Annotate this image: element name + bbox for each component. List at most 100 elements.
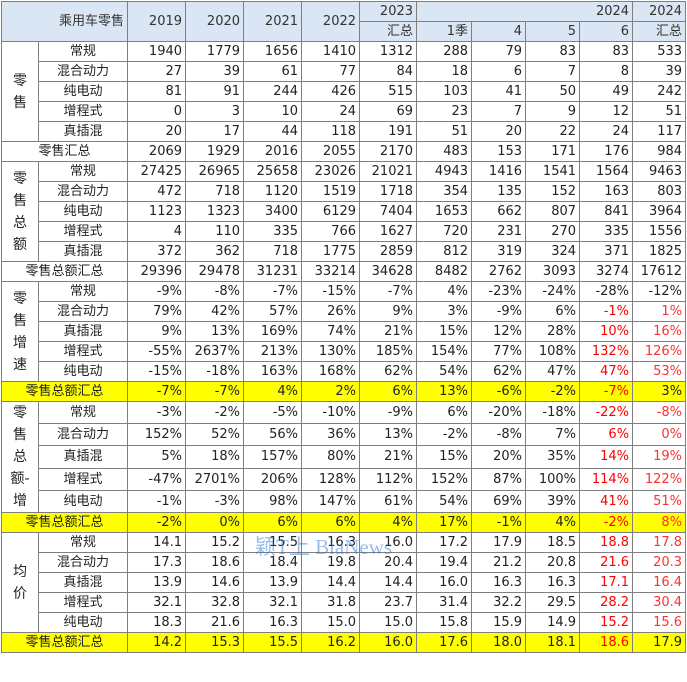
corner-header: 乘用车零售 bbox=[0, 1, 129, 42]
year-header: 2020 bbox=[185, 1, 245, 42]
data-cell: 87% bbox=[471, 467, 527, 491]
subtotal-cell: 16.2 bbox=[301, 632, 361, 653]
data-cell: 185% bbox=[359, 341, 418, 362]
data-cell: -20% bbox=[471, 400, 527, 425]
year-2024-sum-header: 2024 bbox=[632, 1, 687, 22]
data-cell: 372 bbox=[127, 241, 187, 262]
subtotal-cell: 15.3 bbox=[185, 632, 245, 653]
data-cell: 812 bbox=[416, 241, 473, 262]
table-row: 增程式 4 110 335 766 1627 720 231 270 335 1556 bbox=[2, 221, 687, 242]
subtotal-cell: 2% bbox=[301, 381, 361, 402]
subtotal-row: 零售总额汇总 -7% -7% 4% 2% 6% 13% -6% -2% -7% 3% bbox=[0, 381, 687, 402]
data-cell: 17.1 bbox=[579, 572, 634, 593]
row-label: 真插混 bbox=[37, 121, 129, 142]
data-cell: 15.0 bbox=[359, 612, 418, 633]
subtotal-cell: 16.0 bbox=[359, 632, 418, 653]
data-cell: 3964 bbox=[632, 201, 687, 222]
data-cell: 18.3 bbox=[127, 612, 187, 633]
data-cell: 15.2 bbox=[185, 532, 245, 553]
data-cell: 16% bbox=[632, 321, 687, 342]
data-cell: 27425 bbox=[127, 161, 187, 182]
data-cell: 132% bbox=[579, 341, 634, 362]
row-label: 纯电动 bbox=[37, 81, 129, 102]
group-label: 零售总额- 增 bbox=[1, 401, 39, 513]
data-cell: 122% bbox=[632, 467, 687, 491]
data-cell: 69 bbox=[359, 101, 418, 122]
row-label: 常规 bbox=[37, 532, 129, 553]
data-cell: 472 bbox=[127, 181, 187, 202]
subtotal-cell: 3093 bbox=[525, 261, 581, 282]
data-cell: 1718 bbox=[359, 181, 418, 202]
data-cell: 19% bbox=[632, 445, 687, 469]
row-label: 混合动力 bbox=[37, 181, 129, 202]
data-cell: 152 bbox=[525, 181, 581, 202]
data-cell: 1519 bbox=[301, 181, 361, 202]
data-cell: -9% bbox=[127, 281, 187, 302]
data-cell: 1779 bbox=[185, 41, 245, 62]
data-cell: 103 bbox=[416, 81, 473, 102]
subtotal-cell: 17% bbox=[416, 512, 473, 533]
data-cell: 20% bbox=[471, 445, 527, 469]
data-cell: 51% bbox=[632, 489, 687, 514]
data-cell: 14.1 bbox=[127, 532, 187, 553]
data-cell: 39 bbox=[185, 61, 245, 82]
data-cell: -55% bbox=[127, 341, 187, 362]
data-cell: 6% bbox=[416, 400, 473, 425]
data-cell: 114% bbox=[579, 467, 634, 491]
data-cell: 49 bbox=[579, 81, 634, 102]
data-cell: 6129 bbox=[301, 201, 361, 222]
data-cell: 30.4 bbox=[632, 592, 687, 613]
data-cell: 77 bbox=[301, 61, 361, 82]
data-cell: 163 bbox=[579, 181, 634, 202]
row-label: 增程式 bbox=[37, 221, 129, 242]
data-cell: 23026 bbox=[301, 161, 361, 182]
data-cell: 1564 bbox=[579, 161, 634, 182]
table-row: 真插混 20 17 44 118 191 51 20 22 24 117 bbox=[2, 121, 687, 142]
data-cell: 47% bbox=[525, 361, 581, 382]
data-cell: 23 bbox=[416, 101, 473, 122]
data-cell: -22% bbox=[579, 400, 634, 425]
data-cell: 15.9 bbox=[471, 612, 527, 633]
data-cell: 362 bbox=[185, 241, 245, 262]
data-cell: 1627 bbox=[359, 221, 418, 242]
data-cell: 1940 bbox=[127, 41, 187, 62]
data-cell: 231 bbox=[471, 221, 527, 242]
data-cell: 168% bbox=[301, 361, 361, 382]
subtotal-cell: 4% bbox=[359, 512, 418, 533]
row-label: 常规 bbox=[37, 161, 129, 182]
data-cell: 62% bbox=[359, 361, 418, 382]
period-header: 1季 bbox=[416, 21, 473, 42]
data-cell: 44 bbox=[243, 121, 303, 142]
data-cell: 10 bbox=[243, 101, 303, 122]
data-cell: 9463 bbox=[632, 161, 687, 182]
data-cell: 17.3 bbox=[127, 552, 187, 573]
data-cell: 21.2 bbox=[471, 552, 527, 573]
subtotal-cell: 4% bbox=[243, 381, 303, 402]
data-cell: 74% bbox=[301, 321, 361, 342]
data-cell: 21.6 bbox=[579, 552, 634, 573]
data-cell: -15% bbox=[127, 361, 187, 382]
group-label: 均价 bbox=[1, 532, 39, 633]
subtotal-cell: -7% bbox=[185, 381, 245, 402]
data-cell: 6% bbox=[579, 423, 634, 447]
row-label: 混合动力 bbox=[37, 423, 129, 447]
row-label: 真插混 bbox=[37, 241, 129, 262]
data-cell: 24 bbox=[579, 121, 634, 142]
data-cell: -24% bbox=[525, 281, 581, 302]
data-cell: 8 bbox=[579, 61, 634, 82]
data-cell: 16.3 bbox=[243, 612, 303, 633]
data-cell: 13% bbox=[359, 423, 418, 447]
data-cell: 21% bbox=[359, 321, 418, 342]
table-row: 纯电动 -1% -3% 98% 147% 61% 54% 69% 39% 41% 51% bbox=[2, 489, 687, 514]
data-cell: 61 bbox=[243, 61, 303, 82]
table-row: 真插混 13.9 14.6 13.9 14.4 14.4 16.0 16.3 16.3 17.1 1… bbox=[2, 572, 687, 593]
data-cell: 39 bbox=[632, 61, 687, 82]
data-cell: 80% bbox=[301, 445, 361, 469]
data-cell: -2% bbox=[185, 400, 245, 425]
data-cell: 16.3 bbox=[301, 532, 361, 553]
data-cell: 335 bbox=[243, 221, 303, 242]
data-cell: 19.8 bbox=[301, 552, 361, 573]
subtotal-cell: 483 bbox=[416, 141, 473, 162]
data-cell: 69% bbox=[471, 489, 527, 514]
data-cell: 51 bbox=[416, 121, 473, 142]
